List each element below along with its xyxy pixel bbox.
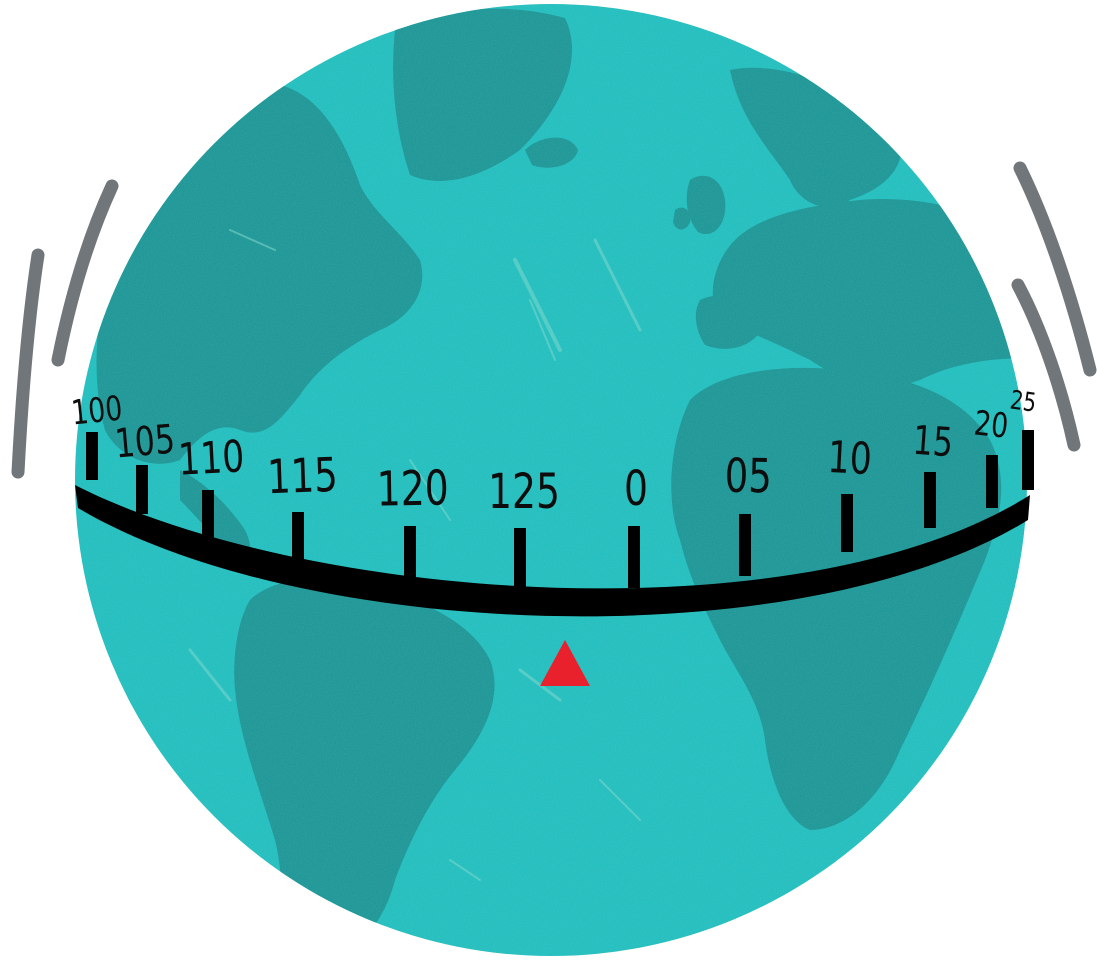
dial-tick-mark	[841, 494, 853, 552]
dial-tick-mark	[202, 490, 214, 540]
dial-tick-mark	[404, 526, 416, 580]
surface-streaks	[188, 229, 642, 881]
dial-tick-label: 125	[488, 464, 560, 520]
dial-tick-mark	[292, 512, 304, 560]
dial-tick-marks	[86, 430, 1034, 590]
motion-lines-right	[1011, 161, 1097, 452]
dial-tick-label: 105	[113, 417, 177, 468]
dial-tick-mark	[1022, 430, 1034, 490]
dial-tick-mark	[986, 455, 998, 508]
dial-tick-label: 05	[724, 449, 772, 505]
dial-tick-label: 20	[972, 403, 1010, 446]
dial-tick-mark	[86, 432, 98, 480]
dial-tick-label: 115	[266, 448, 338, 505]
dial-tick-label: 0	[624, 461, 648, 517]
dial-tick-label: 10	[826, 432, 873, 485]
red-pointer-triangle	[540, 640, 590, 686]
dial-tick-mark	[739, 514, 751, 576]
dial-tick-mark	[628, 526, 640, 588]
dial-tick-label: 25	[1008, 385, 1038, 418]
dial-tick-label: 110	[177, 431, 246, 485]
dial-tick-mark	[136, 465, 148, 514]
motion-lines-left	[11, 179, 119, 479]
dial-tick-mark	[924, 472, 936, 528]
dial-band	[75, 485, 1030, 617]
dial-tick-label: 120	[376, 460, 449, 517]
dial-tick-mark	[514, 528, 526, 590]
dial-tick-label: 100	[69, 389, 124, 434]
dial-tick-label: 15	[911, 418, 954, 467]
